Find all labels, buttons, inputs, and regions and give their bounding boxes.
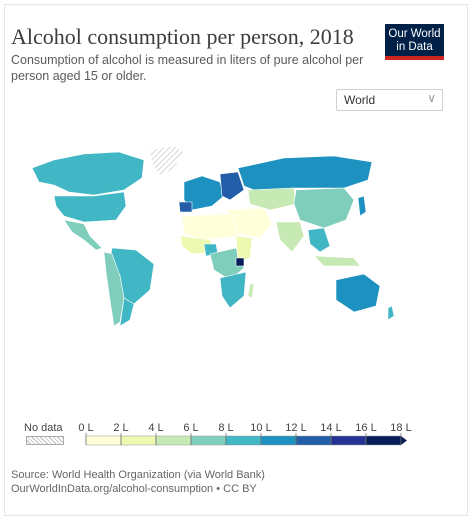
region-new-zealand — [387, 305, 395, 321]
region-iberia — [178, 201, 193, 213]
region-andes — [103, 251, 125, 327]
legend-bin-6[interactable] — [295, 435, 332, 446]
page-title: Alcohol consumption per person, 2018 — [11, 24, 354, 49]
legend-tick-label: 12 L — [285, 422, 307, 434]
legend-bin-3[interactable] — [190, 435, 227, 446]
legend-tick-label: 4 L — [148, 422, 164, 434]
legend-tick-label: 2 L — [113, 422, 129, 434]
region-southern-africa — [219, 271, 247, 309]
region-argentina — [119, 297, 135, 327]
legend-bin-1[interactable] — [120, 435, 157, 446]
region-eastern-europe — [219, 171, 245, 201]
region-greenland — [148, 145, 185, 177]
legend-tick-label: 0 L — [78, 422, 94, 434]
source-note: Source: World Health Organization (via W… — [11, 468, 265, 496]
region-north-africa — [181, 213, 239, 241]
legend-tick-label: 10 L — [250, 422, 272, 434]
region-uganda — [235, 257, 245, 267]
legend-bin-4[interactable] — [225, 435, 262, 446]
region-western-europe — [183, 175, 225, 211]
region-east-africa — [235, 235, 253, 263]
source-line[interactable]: Source: World Health Organization (via W… — [11, 469, 265, 481]
legend-open-end-arrow — [401, 436, 407, 445]
legend-bin-5[interactable] — [260, 435, 297, 446]
legend-tick-label: 16 L — [355, 422, 377, 434]
region-russia — [237, 155, 373, 191]
legend: No data 0 L 2 L 4 L 6 L 8 L 10 L 12 L 14 L 16 L 1… — [22, 420, 442, 450]
logo-accent-bar — [385, 56, 444, 60]
region-china — [293, 187, 355, 229]
region-madagascar — [247, 283, 255, 299]
region-mexico — [63, 219, 103, 251]
legend-tick-label: 18 L — [390, 422, 412, 434]
legend-tick-label: 6 L — [183, 422, 199, 434]
chart-subtitle: Consumption of alcohol is measured in li… — [11, 53, 364, 83]
logo-line-1: Our World — [388, 28, 441, 40]
url-line[interactable]: OurWorldInData.org/alcohol-consumption •… — [11, 483, 257, 495]
legend-bin-0[interactable] — [85, 435, 122, 446]
region-india — [275, 221, 305, 253]
legend-bin-2[interactable] — [155, 435, 192, 446]
legend-bin-7[interactable] — [330, 435, 367, 446]
region-select-value: World — [344, 93, 376, 107]
legend-tick-label: 14 L — [320, 422, 342, 434]
region-japan — [357, 195, 367, 217]
legend-color-bar — [85, 433, 407, 446]
region-usa — [53, 191, 127, 223]
region-australia — [335, 273, 381, 313]
legend-nodata-swatch — [26, 436, 64, 445]
legend-nodata-label: No data — [24, 422, 63, 434]
owid-logo[interactable]: Our World in Data — [385, 24, 444, 60]
region-central-asia — [247, 187, 297, 211]
legend-tick-label: 8 L — [218, 422, 234, 434]
region-indonesia — [313, 255, 361, 267]
chevron-down-icon: ∨ — [427, 91, 436, 105]
region-se-asia — [307, 227, 331, 253]
world-map[interactable] — [24, 140, 444, 340]
region-canada — [31, 151, 145, 196]
logo-line-2: in Data — [396, 41, 433, 53]
legend-bin-8[interactable] — [365, 435, 402, 446]
region-select[interactable]: World ∨ — [336, 89, 443, 111]
